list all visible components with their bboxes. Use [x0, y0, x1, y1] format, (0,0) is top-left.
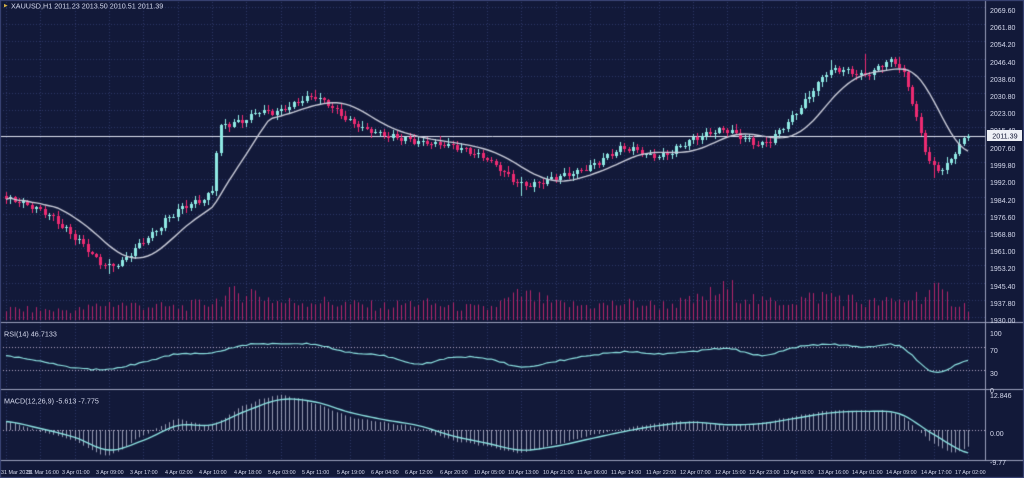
price-tick-label: 2061.80	[990, 24, 1016, 33]
time-tick-label: 10 Apr 13:00	[508, 469, 539, 475]
price-tick-label: 1992.00	[990, 179, 1016, 188]
macd-axis[interactable]: 12.846 0.00 -9.77	[988, 0, 1024, 467]
time-tick-label: 14 Apr 17:00	[920, 469, 952, 475]
time-tick-label: 5 Apr 03:00	[267, 469, 296, 475]
macd-tick-label: -9.77	[990, 458, 1007, 467]
time-tick-label: 31 Mar 16:00	[27, 469, 60, 475]
price-tick-label: 1968.80	[990, 230, 1016, 239]
time-tick-label: 14 Apr 09:00	[886, 469, 917, 475]
time-tick-label: 3 Apr 01:00	[61, 469, 90, 475]
price-tick-label: 1953.20	[990, 265, 1016, 274]
macd-tick-label: 12.846	[990, 392, 1012, 400]
rsi-axis[interactable]: 100 70 30 0	[988, 0, 1024, 460]
time-tick-label: 11 Apr 22:00	[645, 469, 677, 475]
rsi-indicator-label: RSI(14) 46.7133	[4, 325, 70, 343]
price-tick-label: 1945.40	[990, 282, 1016, 291]
chart-title: ▸ XAUUSD,H1 2011.23 2013.50 2010.51 2011…	[4, 2, 201, 12]
time-tick-label: 4 Apr 10:00	[199, 469, 227, 475]
time-tick-label: 17 Apr 02:00	[955, 469, 986, 475]
time-axis[interactable]: 31 Mar 2023 31 Mar 16:00 3 Apr 01:00 3 Apr …	[0, 463, 1024, 478]
price-tick-label: 2007.60	[990, 144, 1016, 153]
price-tick-label: 2023.00	[990, 110, 1016, 119]
time-tick-label: 12 Apr 23:00	[748, 469, 780, 475]
time-tick-label: 5 Apr 19:00	[336, 469, 365, 475]
price-tick-label: 2038.60	[990, 75, 1016, 84]
time-tick-label: 5 Apr 11:00	[302, 469, 330, 475]
time-tick-label: 6 Apr 20:00	[439, 469, 468, 475]
time-tick-label: 10 Apr 05:00	[474, 469, 505, 475]
macd-tick-label: 0.00	[990, 430, 1004, 438]
time-tick-label: 13 Apr 16:00	[817, 469, 849, 475]
macd-indicator-label: MACD(12,26,9) -5.613 -7.775	[4, 392, 123, 410]
time-tick-label: 14 Apr 01:00	[851, 469, 883, 475]
rsi-tick-label: 100	[990, 330, 1002, 338]
macd-indicator-text: MACD(12,26,9) -5.613 -7.775	[4, 397, 99, 405]
time-tick-label: 3 Apr 09:00	[96, 469, 124, 475]
price-tick-label: 2069.60	[990, 7, 1016, 15]
rsi-tick-label: 0	[990, 387, 994, 395]
price-tick-label: 1999.80	[990, 162, 1016, 170]
time-tick-label: 31 Mar 2023	[1, 469, 32, 475]
current-price-value: 2011.39	[991, 131, 1018, 140]
time-tick-label: 11 Apr 14:00	[611, 469, 642, 475]
price-tick-label: 2046.40	[990, 58, 1016, 67]
time-tick-label: 12 Apr 15:00	[714, 469, 746, 475]
symbol-marker-icon: ▸	[4, 1, 8, 10]
price-tick-label: 1937.80	[990, 299, 1016, 308]
time-tick-label: 13 Apr 08:00	[783, 469, 814, 475]
time-tick-label: 3 Apr 17:00	[130, 469, 159, 475]
symbol-ohlc-text: XAUUSD,H1 2011.23 2013.50 2010.51 2011.3…	[10, 2, 163, 10]
price-tick-label: 2030.80	[990, 93, 1016, 101]
price-tick-label: 1984.20	[990, 196, 1016, 205]
price-tick-label: 2054.20	[990, 41, 1016, 49]
price-tick-label: 1961.00	[990, 248, 1016, 256]
current-price-label: 2011.39	[987, 130, 1022, 142]
time-tick-label: 6 Apr 04:00	[370, 469, 399, 475]
price-tick-label: 1976.60	[990, 213, 1016, 222]
time-tick-label: 11 Apr 06:00	[577, 469, 608, 475]
rsi-indicator-text: RSI(14) 46.7133	[4, 330, 57, 338]
rsi-tick-label: 70	[990, 347, 998, 355]
rsi-tick-label: 30	[990, 369, 998, 378]
time-tick-label: 4 Apr 02:00	[164, 469, 193, 475]
time-tick-label: 6 Apr 12:00	[405, 469, 433, 475]
price-tick-label: 1930.00	[990, 317, 1016, 325]
time-tick-label: 12 Apr 07:00	[680, 469, 711, 475]
time-tick-label: 10 Apr 21:00	[542, 469, 574, 475]
time-tick-label: 4 Apr 18:00	[233, 469, 262, 475]
